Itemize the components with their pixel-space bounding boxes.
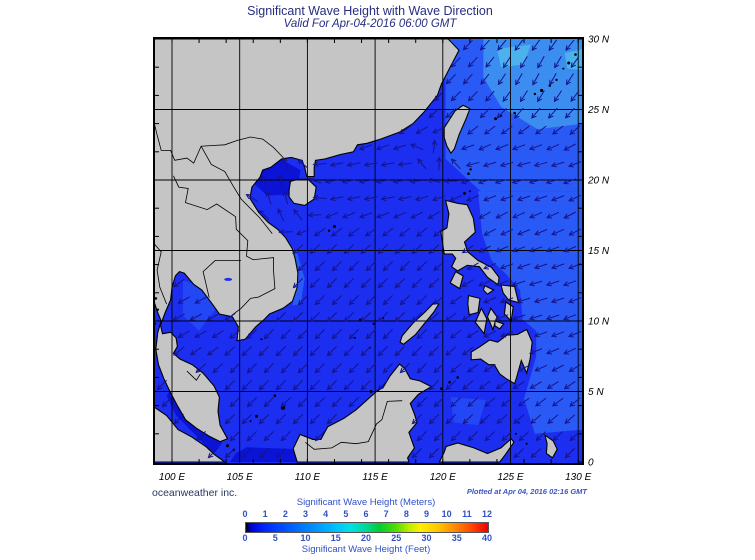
lat-label: 10 N <box>588 317 610 328</box>
lat-label: 25 N <box>587 105 610 116</box>
landmass-sulawesi <box>438 437 515 463</box>
lat-label: 20 N <box>587 176 610 187</box>
land-layer <box>154 38 577 463</box>
landmass-mainland <box>154 38 460 443</box>
colorbar-title-feet: Significant Wave Height (Feet) <box>301 544 431 555</box>
colorbar-meters-scale: 0 1 2 3 4 5 6 7 8 9 10 11 12 <box>242 509 492 519</box>
meters-tick: 4 <box>323 509 329 519</box>
axis-labels: 100 E 105 E 110 E 115 E 120 E 125 E 130 E 30 N 2… <box>159 35 610 484</box>
meters-tick: 1 <box>262 509 268 519</box>
feet-tick: 5 <box>272 533 278 543</box>
oceanweather-credit: oceanweather inc. <box>152 487 238 499</box>
landmass-samar <box>500 284 520 304</box>
feet-tick: 35 <box>451 533 462 543</box>
lat-label: 0 <box>588 458 594 469</box>
feet-tick: 20 <box>360 533 372 543</box>
feet-tick: 15 <box>330 533 341 543</box>
lat-label: 5 N <box>588 387 604 398</box>
valid-time-subtitle: Valid For Apr-04-2016 06:00 GMT <box>283 18 457 30</box>
lon-label: 100 E <box>159 472 185 483</box>
lat-label: 30 N <box>588 35 610 46</box>
feet-tick: 10 <box>300 533 311 543</box>
lat-label: 15 N <box>588 246 610 257</box>
feet-tick: 0 <box>242 533 248 543</box>
landmass-taiwan <box>443 104 471 155</box>
meters-tick: 9 <box>423 509 430 519</box>
colorbar-gradient <box>245 522 489 533</box>
landmass-cebu <box>486 307 498 332</box>
map-layers <box>154 38 583 464</box>
meters-tick: 6 <box>363 509 369 519</box>
landmass-panay <box>467 294 481 316</box>
map-frame <box>153 37 584 465</box>
feet-tick: 25 <box>391 533 402 543</box>
meters-tick: 11 <box>462 509 472 519</box>
meters-tick: 3 <box>302 509 309 519</box>
lon-label: 120 E <box>430 472 456 483</box>
meters-tick: 8 <box>403 509 409 519</box>
lon-label: 110 E <box>295 472 321 483</box>
landmass-bohol <box>494 320 505 330</box>
lon-label: 115 E <box>362 472 388 483</box>
grid-layer <box>154 38 583 464</box>
page-title: Significant Wave Height with Wave Direct… <box>247 4 493 18</box>
meters-tick: 10 <box>441 509 452 519</box>
lon-label: 105 E <box>227 472 253 483</box>
colorbar-feet-scale: 0 5 10 15 20 25 30 35 40 <box>242 533 492 543</box>
meters-tick: 12 <box>481 509 493 519</box>
plotted-timestamp: Plotted at Apr 04, 2016 02:16 GMT <box>466 487 587 496</box>
landmass-palawan <box>399 302 440 345</box>
meters-tick: 0 <box>242 509 248 519</box>
meters-tick: 7 <box>383 509 389 519</box>
feet-tick: 30 <box>421 533 432 543</box>
lon-label: 125 E <box>497 472 523 483</box>
landmass-masbate <box>482 285 495 295</box>
landmass-mindanao <box>470 328 533 385</box>
lon-label: 130 E <box>565 472 591 483</box>
feet-tick: 40 <box>481 533 493 543</box>
colorbar-title-meters: Significant Wave Height (Meters) <box>296 497 436 508</box>
wave-direction-arrows <box>156 39 582 459</box>
landmass-borneo <box>292 363 433 463</box>
meters-tick: 5 <box>343 509 349 519</box>
landmass-mindoro <box>449 270 464 290</box>
meters-tick: 2 <box>282 509 288 519</box>
